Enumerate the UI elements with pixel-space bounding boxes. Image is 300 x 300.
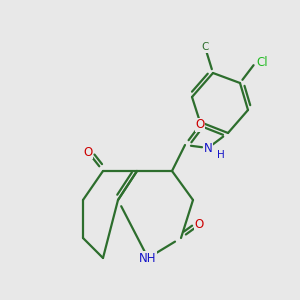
Text: N: N [204,142,212,154]
Text: C: C [201,42,209,52]
Text: O: O [195,118,205,131]
Text: O: O [83,146,93,158]
Text: H: H [217,150,225,160]
Text: Cl: Cl [256,56,268,68]
Text: NH: NH [139,251,157,265]
Text: O: O [194,218,204,232]
